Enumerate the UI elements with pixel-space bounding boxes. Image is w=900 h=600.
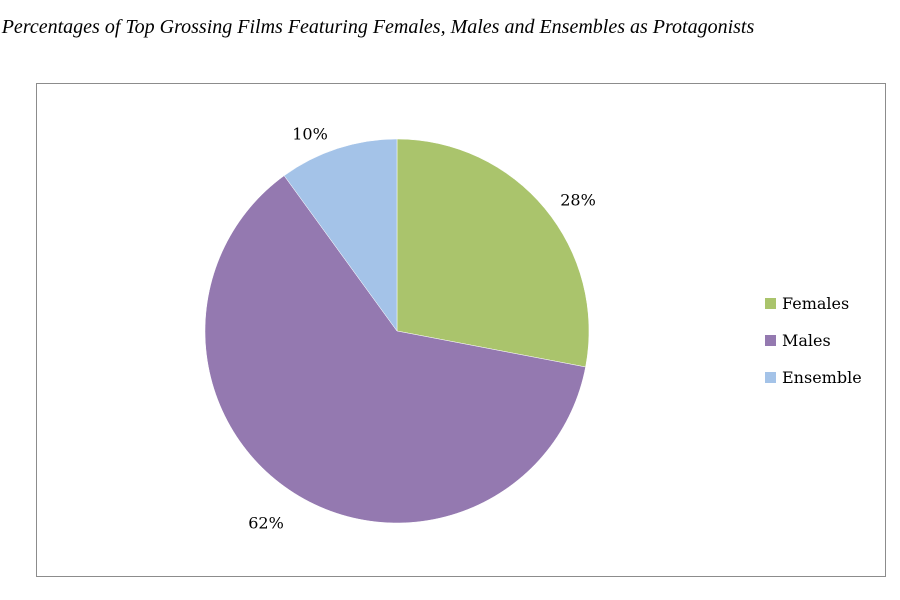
data-label-males: 62% [248, 514, 284, 533]
legend-swatch [765, 372, 776, 383]
pie-slice-females [396, 138, 590, 368]
data-label-females: 28% [560, 191, 596, 210]
pie-slice-males [204, 175, 586, 524]
pie-slices [204, 138, 590, 524]
chart-legend: Females Males Ensemble [765, 285, 862, 396]
legend-label: Males [782, 330, 831, 350]
chart-frame [36, 83, 886, 577]
legend-item-ensemble: Ensemble [765, 359, 862, 396]
legend-label: Ensemble [782, 367, 862, 387]
legend-item-females: Females [765, 285, 862, 322]
legend-item-males: Males [765, 322, 862, 359]
data-label-ensemble: 10% [292, 125, 328, 144]
legend-label: Females [782, 293, 850, 313]
pie-slice-ensemble [283, 138, 398, 332]
pie-data-labels: 28% 62% 10% [248, 125, 596, 533]
legend-swatch [765, 298, 776, 309]
chart-title: Percentages of Top Grossing Films Featur… [1, 16, 755, 38]
legend-swatch [765, 335, 776, 346]
